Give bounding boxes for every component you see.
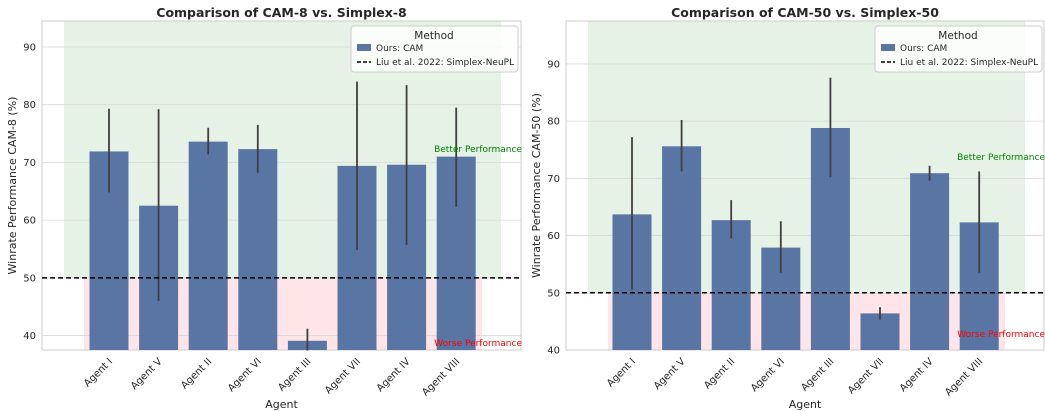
x-axis-label: Agent (789, 398, 822, 411)
legend-entry-cam: Ours: CAM (376, 44, 423, 54)
legend-box (874, 25, 1043, 73)
x-tick-label: Agent II (702, 356, 737, 391)
x-tick-label: Agent II (179, 356, 214, 391)
axes-frame (41, 20, 522, 351)
chart-title: Comparison of CAM-8 vs. Simplex-8 (156, 5, 406, 20)
y-tick-label: 60 (547, 231, 560, 242)
x-tick-label: Agent V (129, 356, 165, 392)
chart-panel-2: 40 50 60 70 80 90 Agent I Agent V Agent II Agent … (530, 5, 1045, 411)
better-performance-label: Better Performance (434, 145, 522, 155)
chart-title: Comparison of CAM-50 vs. Simplex-50 (671, 5, 939, 20)
x-tick-label: Agent VI (226, 356, 264, 394)
x-tick-label: Agent III (799, 356, 836, 393)
x-tick-label: Agent VII (846, 356, 886, 396)
bar (188, 141, 228, 350)
bar (238, 149, 278, 350)
chart-panel-1: 40 50 60 70 80 90 Agent I Agent V Agent II Agent … (6, 5, 522, 411)
y-tick-label: 40 (547, 346, 560, 357)
legend-swatch-bar (881, 44, 895, 51)
y-axis-label: Winrate Performance CAM-50 (%) (530, 93, 543, 278)
y-tick-label: 40 (23, 331, 36, 342)
x-tick-label: Agent I (82, 356, 115, 389)
y-tick-label: 90 (547, 59, 560, 70)
worse-performance-label: Worse Performance (957, 330, 1045, 340)
x-tick-label: Agent IV (375, 356, 413, 394)
y-tick-label: 80 (547, 117, 560, 128)
legend-title: Method (938, 30, 977, 42)
x-tick-label: Agent V (652, 356, 688, 392)
y-tick-label: 50 (547, 288, 560, 299)
worse-performance-label: Worse Performance (434, 339, 522, 349)
y-tick-label: 80 (23, 100, 36, 111)
bar (662, 146, 702, 350)
legend: Method Ours: CAM Liu et al. 2022: Simplex-… (350, 25, 519, 73)
x-tick-label: Agent III (276, 356, 313, 393)
legend-swatch-bar (357, 44, 371, 51)
y-axis-label: Winrate Performance CAM-8 (%) (6, 97, 19, 275)
x-tick-label: Agent VII (323, 356, 363, 396)
bar (910, 173, 950, 350)
y-tick-label: 90 (23, 42, 36, 53)
legend-entry-baseline: Liu et al. 2022: Simplex-NeuPL (376, 58, 514, 68)
y-tick-label: 70 (547, 174, 560, 185)
x-tick-label: Agent VIII (420, 356, 462, 398)
legend-box (350, 25, 519, 73)
axes-frame (565, 20, 1045, 351)
legend-entry-cam: Ours: CAM (900, 44, 947, 54)
x-tick-label: Agent VI (749, 356, 787, 394)
x-tick-label: Agent VIII (943, 356, 985, 398)
bar (711, 220, 751, 350)
y-tick-label: 70 (23, 158, 36, 169)
legend-title: Method (414, 30, 453, 42)
legend: Method Ours: CAM Liu et al. 2022: Simplex-… (874, 25, 1043, 73)
better-performance-label: Better Performance (957, 153, 1045, 163)
x-axis-label: Agent (265, 398, 298, 411)
y-tick-label: 60 (23, 216, 36, 227)
y-tick-label: 50 (23, 273, 36, 284)
x-tick-label: Agent I (605, 356, 638, 389)
legend-entry-baseline: Liu et al. 2022: Simplex-NeuPL (900, 58, 1038, 68)
x-tick-label: Agent IV (898, 356, 936, 394)
